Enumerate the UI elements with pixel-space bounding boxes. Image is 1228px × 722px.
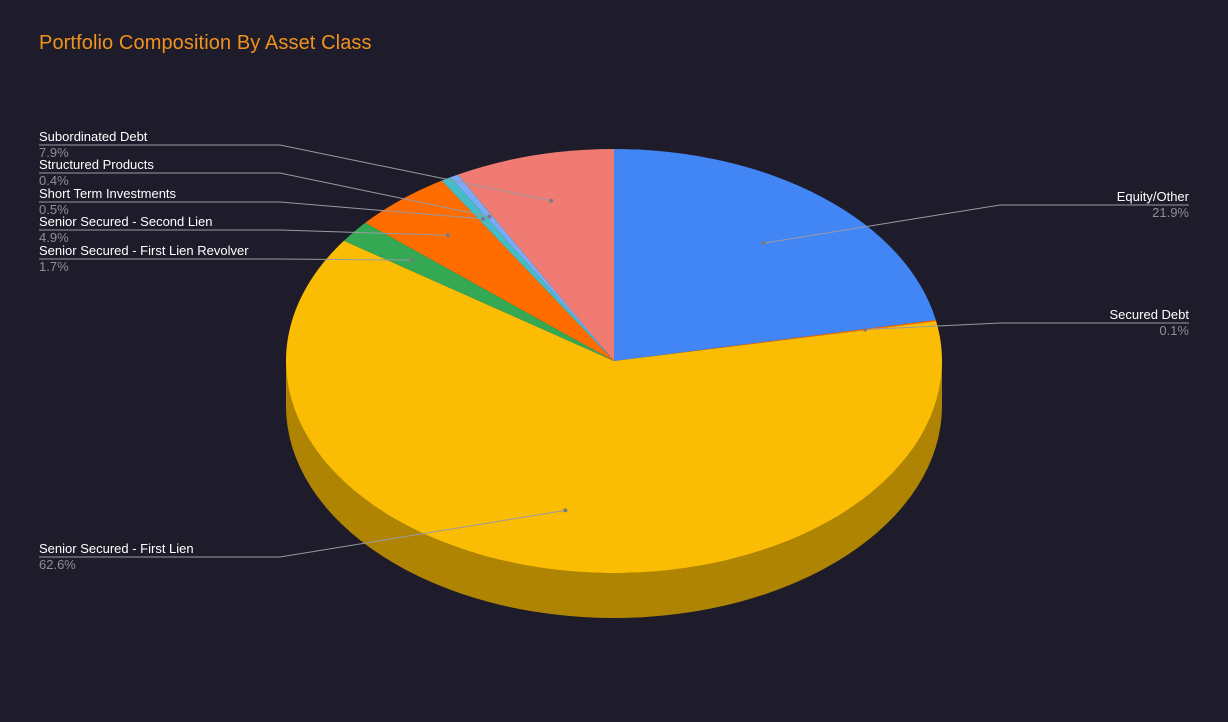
leader-dot-secured-debt bbox=[863, 327, 868, 332]
slice-percent-short-term-investments: 0.5% bbox=[39, 202, 69, 217]
leader-line-short-term-investments bbox=[39, 201, 484, 220]
leader-dot-equity-other bbox=[761, 241, 766, 246]
leader-dot-structured-products bbox=[487, 214, 492, 219]
slice-senior-secured-first-lien[interactable] bbox=[285, 240, 942, 573]
slice-percent-secured-debt: 0.1% bbox=[1159, 323, 1189, 338]
slice-subordinated-debt[interactable] bbox=[457, 149, 614, 361]
slice-label-equity-other: Equity/Other bbox=[1117, 189, 1190, 204]
slice-label-senior-secured-first-lien-revolver: Senior Secured - First Lien Revolver bbox=[39, 243, 249, 258]
slice-percent-senior-secured-first-lien-revolver: 1.7% bbox=[39, 259, 69, 274]
pie-slices bbox=[285, 149, 942, 573]
slice-equity-other[interactable] bbox=[614, 149, 936, 361]
pie-3d-sides bbox=[286, 361, 942, 618]
leader-dot-senior-secured-first-lien bbox=[563, 508, 568, 513]
slice-label-subordinated-debt: Subordinated Debt bbox=[39, 129, 148, 144]
slice-secured-debt[interactable] bbox=[614, 319, 937, 361]
slice-label-senior-secured-first-lien: Senior Secured - First Lien bbox=[39, 541, 194, 556]
leader-line-senior-secured-first-lien-revolver bbox=[39, 258, 412, 261]
leader-line-equity-other bbox=[763, 204, 1189, 244]
slice-structured-products[interactable] bbox=[450, 174, 614, 361]
slice-percent-senior-secured-second-lien: 4.9% bbox=[39, 230, 69, 245]
slice-percent-subordinated-debt: 7.9% bbox=[39, 145, 69, 160]
leader-line-senior-secured-first-lien bbox=[39, 509, 566, 558]
leader-dot-senior-secured-first-lien-revolver bbox=[409, 258, 414, 263]
leader-dot-short-term-investments bbox=[481, 216, 486, 221]
slice-percent-senior-secured-first-lien: 62.6% bbox=[39, 557, 76, 572]
leader-line-subordinated-debt bbox=[39, 144, 552, 202]
slice-senior-secured-second-lien[interactable] bbox=[365, 180, 614, 361]
slice-senior-secured-first-lien-revolver[interactable] bbox=[343, 222, 614, 361]
slice-label-secured-debt: Secured Debt bbox=[1110, 307, 1190, 322]
slice-label-structured-products: Structured Products bbox=[39, 157, 154, 172]
slice-percent-structured-products: 0.4% bbox=[39, 173, 69, 188]
leader-dot-senior-secured-second-lien bbox=[445, 233, 450, 238]
leader-dot-subordinated-debt bbox=[549, 198, 554, 203]
leader-line-secured-debt bbox=[865, 322, 1189, 331]
slice-percent-equity-other: 21.9% bbox=[1152, 205, 1189, 220]
leader-line-structured-products bbox=[39, 172, 490, 218]
chart-title: Portfolio Composition By Asset Class bbox=[39, 32, 372, 54]
leader-line-senior-secured-second-lien bbox=[39, 229, 448, 236]
slice-short-term-investments[interactable] bbox=[441, 177, 614, 361]
slice-label-short-term-investments: Short Term Investments bbox=[39, 186, 177, 201]
slice-side-senior-secured-first-lien bbox=[286, 361, 942, 618]
slice-label-senior-secured-second-lien: Senior Secured - Second Lien bbox=[39, 214, 212, 229]
